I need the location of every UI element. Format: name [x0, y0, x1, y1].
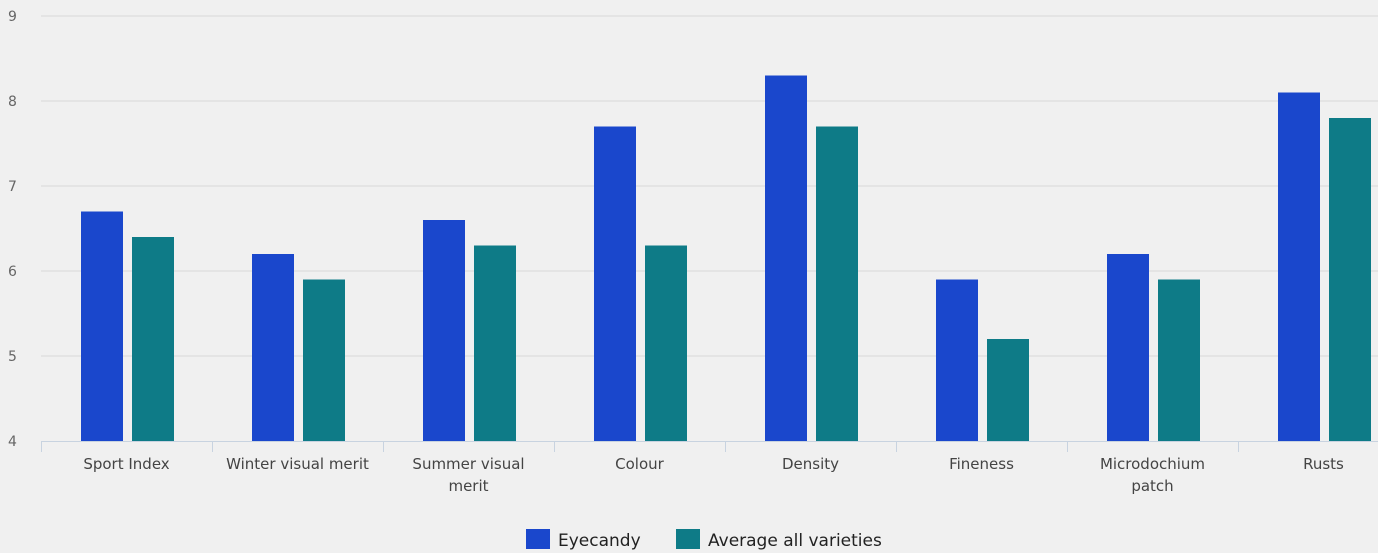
- x-tick-label-line: merit: [448, 477, 488, 495]
- x-tick-label: Summer visual merit: [412, 455, 524, 495]
- legend-item[interactable]: Average all varieties: [676, 529, 882, 551]
- legend-swatch: [676, 529, 700, 549]
- y-tick-label: 6: [8, 264, 17, 280]
- x-tick-label: Sport Index: [83, 455, 169, 473]
- bar-series-2[interactable]: [132, 237, 174, 441]
- bar-series-2[interactable]: [816, 126, 858, 442]
- x-tick-label-line: Summer visual: [412, 455, 524, 473]
- x-tick-label: Rusts: [1303, 455, 1344, 473]
- x-tick-label-line: patch: [1131, 477, 1173, 495]
- bar-series-2[interactable]: [1158, 279, 1200, 442]
- bar-series-1[interactable]: [423, 220, 465, 441]
- bar-series-2[interactable]: [987, 339, 1029, 441]
- x-tick-label: Microdochium patch: [1100, 455, 1205, 495]
- bar-series-2[interactable]: [303, 279, 345, 442]
- x-tick-label-line: Sport Index: [83, 455, 169, 473]
- x-tick-label-line: Fineness: [949, 455, 1014, 473]
- x-tick-label-line: Colour: [615, 455, 665, 473]
- bar-series-1[interactable]: [594, 126, 636, 442]
- x-tick-label-line: Density: [782, 455, 839, 473]
- y-tick-label: 5: [8, 349, 17, 365]
- x-tick-label-line: Microdochium: [1100, 455, 1205, 473]
- legend-label: Eyecandy: [558, 531, 641, 551]
- legend-swatch: [526, 529, 550, 549]
- y-tick-label: 8: [8, 94, 17, 110]
- x-tick-label-line: Rusts: [1303, 455, 1344, 473]
- bar-series-1[interactable]: [252, 254, 294, 441]
- y-tick-label: 4: [8, 434, 17, 450]
- x-tick-label: Fineness: [949, 455, 1014, 473]
- legend-label: Average all varieties: [708, 531, 882, 551]
- bar-series-2[interactable]: [474, 245, 516, 442]
- x-tick-label: Winter visual merit: [226, 455, 369, 473]
- bar-series-2[interactable]: [1329, 118, 1371, 441]
- x-tick-label-line: Winter visual merit: [226, 455, 369, 473]
- y-axis: 4 5 6 7 8 9: [8, 9, 17, 450]
- bars: [81, 75, 1371, 442]
- bar-series-1[interactable]: [81, 211, 123, 442]
- bar-series-1[interactable]: [765, 75, 807, 442]
- bar-series-1[interactable]: [1107, 254, 1149, 441]
- x-tick-label: Colour: [615, 455, 665, 473]
- bar-series-1[interactable]: [1278, 92, 1320, 442]
- legend[interactable]: Eyecandy Average all varieties: [526, 529, 882, 551]
- legend-item[interactable]: Eyecandy: [526, 529, 641, 551]
- x-axis: Sport Index Winter visual merit Summer vis…: [41, 441, 1378, 495]
- bar-series-1[interactable]: [936, 279, 978, 442]
- bar-series-2[interactable]: [645, 245, 687, 442]
- y-tick-label: 9: [8, 9, 17, 25]
- y-tick-label: 7: [8, 179, 17, 195]
- x-tick-label: Density: [782, 455, 839, 473]
